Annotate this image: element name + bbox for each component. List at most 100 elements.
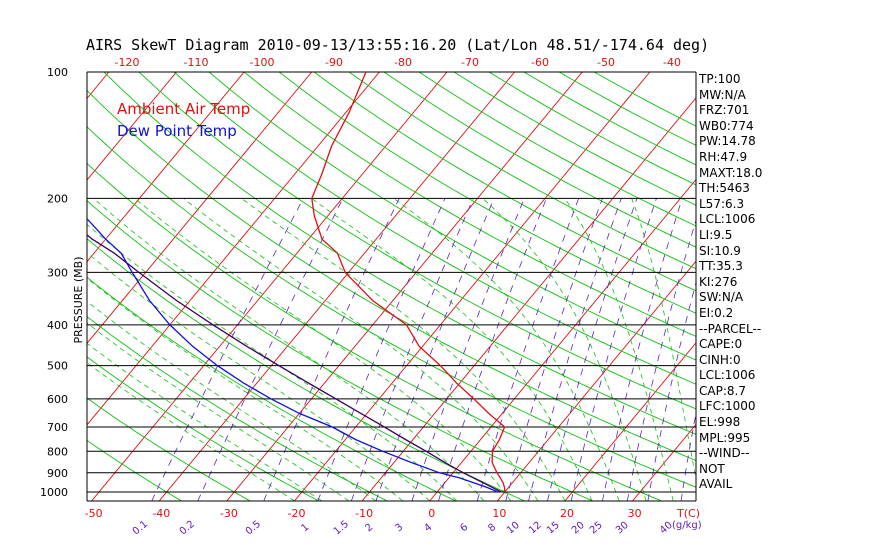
dry-adiabat-line — [313, 72, 696, 292]
mixing-ratio-tick-label: 0.2 — [178, 519, 197, 538]
pressure-grid — [86, 71, 697, 502]
index-item: TP:100 — [699, 72, 741, 86]
index-item: --PARCEL-- — [699, 321, 762, 336]
index-item: TT:35.3 — [699, 259, 743, 274]
mixing-ratio-grid — [151, 198, 696, 501]
dry-adiabat-line — [87, 397, 251, 501]
index-item: KI:276 — [699, 274, 738, 289]
bottom-temp-tick-label: -10 — [355, 507, 373, 520]
mixing-ratio-line — [528, 198, 622, 501]
isotherm-line — [87, 72, 313, 344]
bottom-temp-tick-label: -30 — [220, 507, 238, 520]
dewpoint-temp-line — [87, 217, 499, 493]
index-item: --WIND-- — [699, 446, 750, 461]
pressure-tick-label: 800 — [47, 445, 68, 458]
moist-adiabat-line — [631, 198, 696, 481]
mixing-ratio-line — [375, 198, 495, 501]
pressure-tick-label: 700 — [47, 421, 68, 434]
dry-adiabat-line — [208, 72, 696, 361]
dry-adiabat-line — [87, 162, 662, 501]
isotherm-line — [497, 260, 696, 501]
index-item: PW:14.78 — [699, 134, 756, 149]
isotherm-grid — [87, 72, 696, 501]
pressure-tick-label: 1000 — [40, 486, 68, 499]
index-item: MPL:995 — [699, 430, 751, 445]
index-item: SI:10.9 — [699, 243, 741, 258]
axis-labels: 1002003004005006007008009001000PRESSURE … — [40, 56, 702, 537]
stability-indices-list: TP:100 MW:N/A FRZ:701 WB0:774 PW:14.78 RH:47.… — [699, 72, 869, 493]
legend-dew-point-temp: Dew Point Temp — [117, 122, 237, 140]
moist-adiabat-line — [87, 252, 431, 501]
isotherm-line — [87, 72, 177, 181]
index-item: WB0:774 — [699, 118, 754, 133]
isotherm-line — [91, 72, 448, 501]
dry-adiabat-line — [103, 72, 696, 435]
dry-adiabat-line — [87, 89, 696, 461]
index-item: EI:0.2 — [699, 305, 734, 320]
index-item: AVAIL — [699, 477, 733, 492]
index-item: CAP:8.7 — [699, 383, 746, 398]
moist-adiabat-line — [482, 198, 647, 501]
bottom-temp-tick-label: 10 — [492, 507, 506, 520]
isotherm-line — [87, 72, 245, 263]
mixing-ratio-line — [317, 198, 446, 501]
index-item: LFC:1000 — [699, 399, 756, 414]
dry-adiabat-grid — [87, 72, 696, 501]
bottom-temp-tick-label: -20 — [288, 507, 306, 520]
pressure-tick-label: 500 — [47, 360, 68, 373]
moist-adiabat-line — [93, 198, 485, 501]
bottom-temp-tick-label: -50 — [85, 507, 103, 520]
mixing-ratio-tick-label: 0.5 — [244, 519, 263, 538]
moist-adiabat-line — [564, 198, 674, 501]
isotherm-line — [226, 72, 583, 501]
moist-adiabat-line — [87, 300, 376, 501]
moist-adiabat-line — [183, 198, 539, 501]
isotherm-line — [632, 423, 696, 501]
bottom-temp-tick-label: 20 — [560, 507, 574, 520]
top-temp-tick-label: -60 — [531, 56, 549, 69]
index-item: CAPE:0 — [699, 337, 743, 352]
isotherm-line — [87, 72, 110, 100]
bottom-temp-tick-label: -40 — [152, 507, 170, 520]
dry-adiabat-line — [138, 72, 696, 410]
mixing-ratio-tick-label: 4 — [422, 522, 434, 535]
bottom-temp-tick-label: 0 — [428, 507, 435, 520]
mixing-ratio-tick-label: 12 — [527, 520, 544, 537]
dry-adiabat-line — [87, 439, 182, 501]
legend-ambient-air-temp: Ambient Air Temp — [117, 100, 251, 118]
isotherm-line — [87, 72, 380, 426]
parcel-path-line — [87, 234, 502, 493]
pressure-tick-label: 200 — [47, 192, 68, 205]
pressure-tick-label: 600 — [47, 393, 68, 406]
index-item: LI:9.5 — [699, 227, 733, 242]
mixing-ratio-tick-label: 1 — [299, 522, 311, 535]
pressure-tick-label: 400 — [47, 319, 68, 332]
mixing-ratio-line — [547, 198, 638, 501]
mixing-ratio-line — [197, 198, 344, 501]
mixing-ratio-tick-label: 1.5 — [332, 519, 351, 538]
mixing-ratio-line — [570, 198, 657, 501]
top-temp-tick-label: -70 — [461, 56, 479, 69]
index-item: CINH:0 — [699, 352, 741, 367]
top-temp-tick-label: -40 — [663, 56, 681, 69]
moist-adiabat-line — [87, 322, 349, 501]
mixing-ratio-tick-label: 15 — [545, 520, 562, 537]
isotherm-line — [158, 72, 515, 501]
mixing-ratio-tick-label: 20 — [570, 520, 587, 537]
mixing-ratio-tick-label: 10 — [505, 520, 522, 537]
moist-adiabat-line — [241, 198, 566, 501]
dry-adiabat-line — [173, 72, 696, 385]
moist-adiabat-line — [87, 362, 295, 501]
index-item: NOT — [699, 461, 725, 476]
moist-adiabat-line — [87, 223, 458, 501]
isotherm-line — [294, 72, 651, 501]
mixing-ratio-tick-label: 3 — [393, 522, 405, 535]
dry-adiabat-line — [87, 276, 456, 501]
mixing-ratio-line — [680, 411, 696, 501]
isotherm-line — [564, 342, 696, 501]
bottom-temp-tick-label: 30 — [628, 507, 642, 520]
mixing-ratio-line — [626, 218, 696, 501]
mixing-ratio-tick-label: 6 — [458, 522, 470, 535]
index-item: LCL:1006 — [699, 368, 756, 383]
dry-adiabat-line — [87, 356, 319, 501]
